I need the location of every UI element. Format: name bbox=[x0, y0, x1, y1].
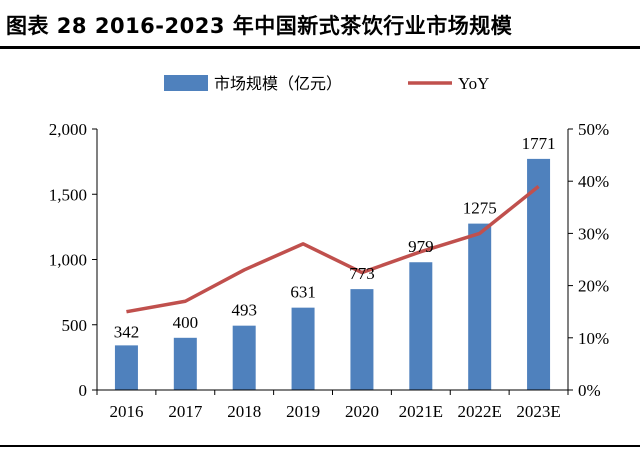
x-tick-label: 2019 bbox=[286, 402, 320, 421]
x-tick-label: 2022E bbox=[457, 402, 501, 421]
bar-2018 bbox=[232, 325, 256, 390]
bottom-rule bbox=[0, 445, 640, 447]
x-tick-label: 2023E bbox=[516, 402, 560, 421]
title-underline bbox=[0, 46, 640, 49]
x-tick-label: 2018 bbox=[227, 402, 261, 421]
y-right-tick-label: 40% bbox=[578, 172, 609, 191]
bar-2016 bbox=[114, 345, 138, 390]
bar-value-label: 493 bbox=[231, 301, 257, 320]
y-left-tick-label: 1,500 bbox=[49, 185, 87, 204]
legend-swatch-bar bbox=[164, 75, 208, 91]
legend-label-line: YoY bbox=[458, 74, 489, 93]
bar-series bbox=[114, 158, 551, 390]
bar-value-label: 773 bbox=[349, 264, 375, 283]
y-left-tick-label: 1,000 bbox=[49, 251, 87, 270]
bar-value-label: 342 bbox=[114, 322, 140, 341]
bar-value-label: 1275 bbox=[463, 199, 497, 218]
bar-value-label: 1771 bbox=[522, 134, 556, 153]
y-left-tick-label: 0 bbox=[79, 381, 88, 400]
bar-2019 bbox=[291, 307, 315, 390]
bar-2017 bbox=[173, 337, 197, 390]
bar-value-label: 979 bbox=[408, 237, 434, 256]
y-right-tick-label: 30% bbox=[578, 224, 609, 243]
chart-title: 图表 28 2016-2023 年中国新式茶饮行业市场规模 bbox=[6, 14, 513, 38]
bar-value-label: 400 bbox=[173, 313, 199, 332]
y-right-tick-label: 0% bbox=[578, 381, 601, 400]
line-series bbox=[126, 185, 540, 314]
legend-label-bar: 市场规模（亿元） bbox=[214, 74, 342, 93]
bar-2020 bbox=[350, 289, 374, 390]
x-tick-label: 2017 bbox=[168, 402, 203, 421]
yoy-line bbox=[126, 185, 540, 314]
y-right-tick-label: 20% bbox=[578, 277, 609, 296]
x-tick-label: 2021E bbox=[399, 402, 443, 421]
axes: 0 500 1,000 1,500 2,000 0% 10% 20% 30% 40% 50% 2016… bbox=[49, 120, 609, 421]
x-tick-label: 2016 bbox=[109, 402, 143, 421]
y-right-tick-label: 10% bbox=[578, 329, 609, 348]
bar-2021E bbox=[409, 262, 433, 390]
bar-2023E bbox=[527, 158, 551, 390]
y-left-tick-label: 2,000 bbox=[49, 120, 87, 139]
y-right-tick-label: 50% bbox=[578, 120, 609, 139]
data-labels: 342 400 493 631 773 979 1275 1771 bbox=[114, 134, 556, 341]
bar-2022E bbox=[468, 223, 492, 390]
x-tick-label: 2020 bbox=[345, 402, 379, 421]
legend: 市场规模（亿元） YoY bbox=[164, 74, 489, 93]
y-left-tick-label: 500 bbox=[62, 316, 88, 335]
bar-value-label: 631 bbox=[290, 283, 316, 302]
